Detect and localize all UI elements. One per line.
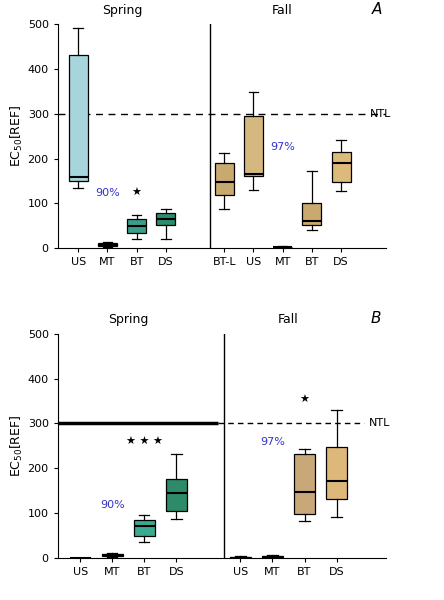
Y-axis label: EC$_{50}$[REF]: EC$_{50}$[REF] (9, 105, 25, 167)
Y-axis label: EC$_{50}$[REF]: EC$_{50}$[REF] (9, 415, 25, 477)
Text: A: A (372, 2, 382, 17)
PathPatch shape (230, 557, 251, 558)
Text: Spring: Spring (108, 313, 148, 326)
Text: 97%: 97% (260, 437, 285, 447)
Text: ★: ★ (131, 188, 142, 198)
PathPatch shape (294, 454, 315, 514)
PathPatch shape (262, 556, 283, 557)
PathPatch shape (156, 214, 175, 225)
Text: 97%: 97% (270, 142, 295, 152)
Text: B: B (371, 311, 381, 326)
Text: NTL: NTL (370, 109, 392, 119)
PathPatch shape (166, 479, 187, 511)
Text: Fall: Fall (278, 313, 299, 326)
PathPatch shape (134, 520, 155, 536)
PathPatch shape (244, 116, 263, 176)
PathPatch shape (302, 203, 321, 225)
Text: 90%: 90% (100, 500, 125, 509)
PathPatch shape (215, 163, 234, 194)
PathPatch shape (127, 219, 146, 233)
PathPatch shape (102, 554, 123, 556)
Text: Fall: Fall (272, 4, 293, 17)
PathPatch shape (332, 152, 350, 182)
PathPatch shape (69, 55, 87, 181)
PathPatch shape (98, 243, 117, 246)
Text: ★: ★ (300, 395, 309, 404)
Text: ★ ★ ★: ★ ★ ★ (126, 437, 163, 447)
PathPatch shape (326, 447, 347, 499)
Text: 90%: 90% (95, 188, 120, 198)
Text: NTL: NTL (369, 418, 390, 428)
Text: Spring: Spring (102, 4, 142, 17)
